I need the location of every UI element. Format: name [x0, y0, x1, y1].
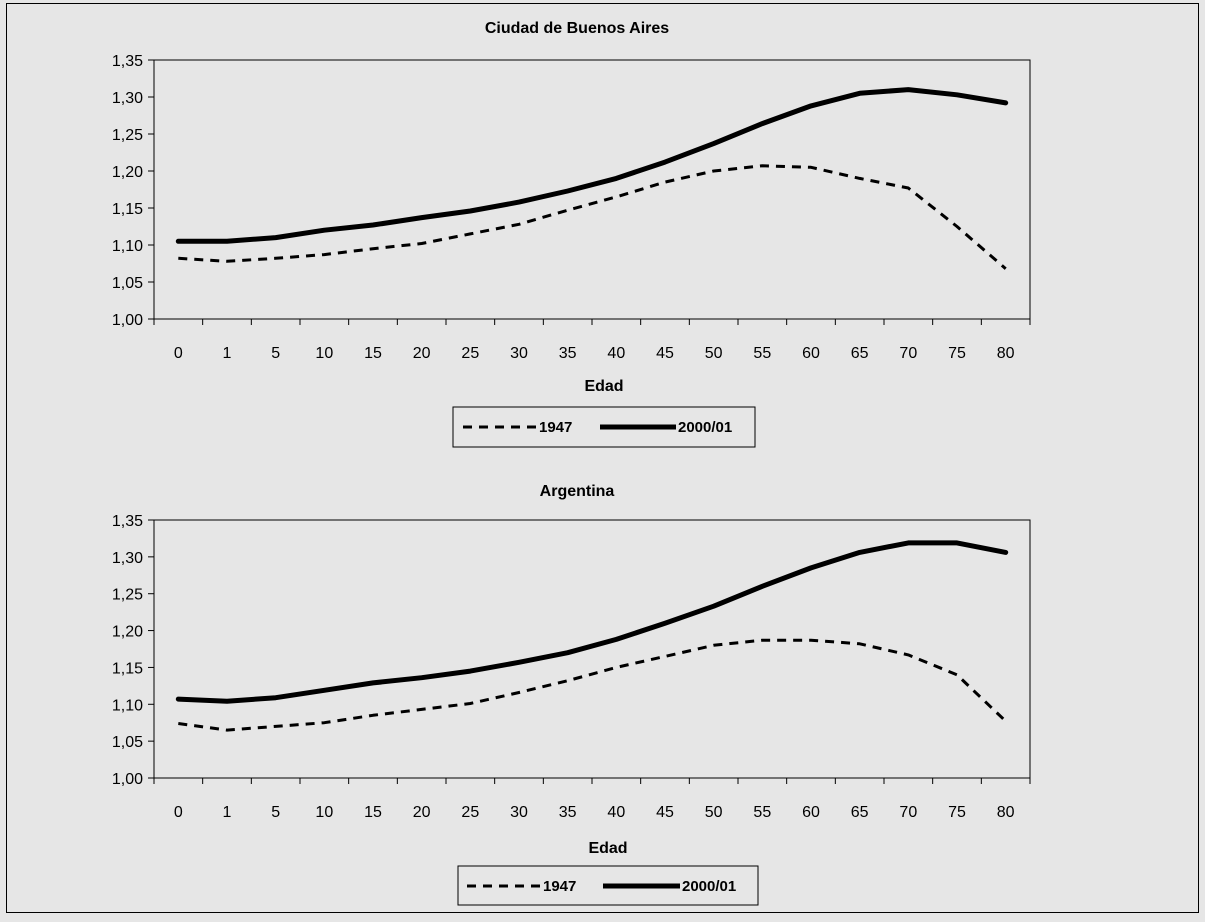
y-tick-label: 1,15	[112, 660, 143, 677]
x-tick-label: 30	[510, 804, 528, 821]
x-tick-label: 0	[174, 804, 183, 821]
legend-label-2000: 2000/01	[682, 878, 736, 895]
y-tick-label: 1,05	[112, 275, 143, 292]
x-tick-label: 1	[223, 345, 232, 362]
x-tick-label: 55	[753, 804, 771, 821]
x-axis: 0 1 5 10 15 20 25 30 35 40 45 50 55 60 65 70 75 80	[153, 778, 1031, 821]
series-lines	[175, 540, 1009, 732]
x-tick-label: 55	[753, 345, 771, 362]
x-tick-label: 1	[223, 804, 232, 821]
y-tick-label: 1,10	[112, 238, 143, 255]
y-tick-label: 1,05	[112, 734, 143, 751]
legend: 1947 2000/01	[457, 865, 759, 906]
x-tick-label: 40	[607, 804, 625, 821]
x-tick-label: 75	[948, 804, 966, 821]
y-tick-label: 1,25	[112, 587, 143, 604]
legend-label-2000: 2000/01	[678, 419, 732, 436]
x-tick-label: 70	[899, 345, 917, 362]
chart-title: Ciudad de Buenos Aires	[485, 20, 669, 37]
legend-label-1947: 1947	[543, 878, 576, 895]
x-tick-label: 10	[315, 345, 333, 362]
x-tick-label: 80	[997, 345, 1015, 362]
x-tick-label: 45	[656, 804, 674, 821]
chart-argentina: Argentina 1,001,051,101,151,201,251,301,…	[112, 483, 1031, 906]
x-tick-label: 50	[705, 345, 723, 362]
y-tick-label: 1,30	[112, 550, 143, 567]
y-axis: 1,00 1,05 1,10 1,15 1,20 1,25 1,30 1,35	[112, 53, 154, 329]
chart-title: Argentina	[540, 483, 615, 500]
x-tick-label: 5	[271, 345, 280, 362]
y-axis: 1,00 1,05 1,10 1,15 1,20 1,25 1,30 1,35	[112, 513, 154, 788]
x-tick-label: 35	[559, 345, 577, 362]
series-line-1947	[178, 638, 1007, 732]
y-tick-label: 1,10	[112, 697, 143, 714]
legend-label-1947: 1947	[539, 419, 572, 436]
y-tick-label: 1,35	[112, 53, 143, 70]
x-tick-label: 30	[510, 345, 528, 362]
y-tick-label: 1,00	[112, 312, 143, 329]
y-tick-label: 1,25	[112, 127, 143, 144]
y-tick-label: 1,20	[112, 624, 143, 641]
x-tick-label: 35	[559, 804, 577, 821]
plot-area	[153, 519, 1031, 779]
legend-box	[452, 406, 756, 448]
legend: 1947 2000/01	[452, 406, 756, 448]
series-line-1947	[178, 164, 1007, 270]
y-tick-label: 1,20	[112, 164, 143, 181]
chart-ciudad: Ciudad de Buenos Aires 1,001,051,101,151…	[112, 20, 1031, 448]
x-tick-label: 50	[705, 804, 723, 821]
y-tick-label: 1,00	[112, 771, 143, 788]
series-line-200001	[175, 540, 1009, 704]
series-lines	[175, 87, 1009, 270]
x-tick-label: 25	[461, 345, 479, 362]
y-tick-label: 1,30	[112, 90, 143, 107]
x-tick-label: 25	[461, 804, 479, 821]
x-tick-label: 40	[607, 345, 625, 362]
x-tick-label: 60	[802, 345, 820, 362]
x-tick-label: 0	[174, 345, 183, 362]
x-tick-label: 65	[851, 345, 869, 362]
x-tick-label: 80	[997, 804, 1015, 821]
legend-box	[457, 865, 759, 906]
x-axis-title: Edad	[588, 840, 627, 857]
plot-area	[153, 59, 1031, 320]
x-tick-label: 15	[364, 804, 382, 821]
x-tick-label: 60	[802, 804, 820, 821]
x-axis: 0 1 5 10 15 20 25 30 35 40 45 50 55 60 65 70 75 80	[153, 319, 1031, 362]
x-tick-label: 5	[271, 804, 280, 821]
y-tick-label: 1,35	[112, 513, 143, 530]
series-line-200001	[175, 87, 1009, 244]
x-tick-label: 70	[899, 804, 917, 821]
x-axis-title: Edad	[584, 378, 623, 395]
x-tick-label: 45	[656, 345, 674, 362]
x-tick-label: 20	[413, 345, 431, 362]
y-tick-label: 1,15	[112, 201, 143, 218]
x-tick-label: 10	[315, 804, 333, 821]
x-tick-label: 15	[364, 345, 382, 362]
x-tick-label: 75	[948, 345, 966, 362]
x-tick-label: 65	[851, 804, 869, 821]
x-tick-label: 20	[413, 804, 431, 821]
